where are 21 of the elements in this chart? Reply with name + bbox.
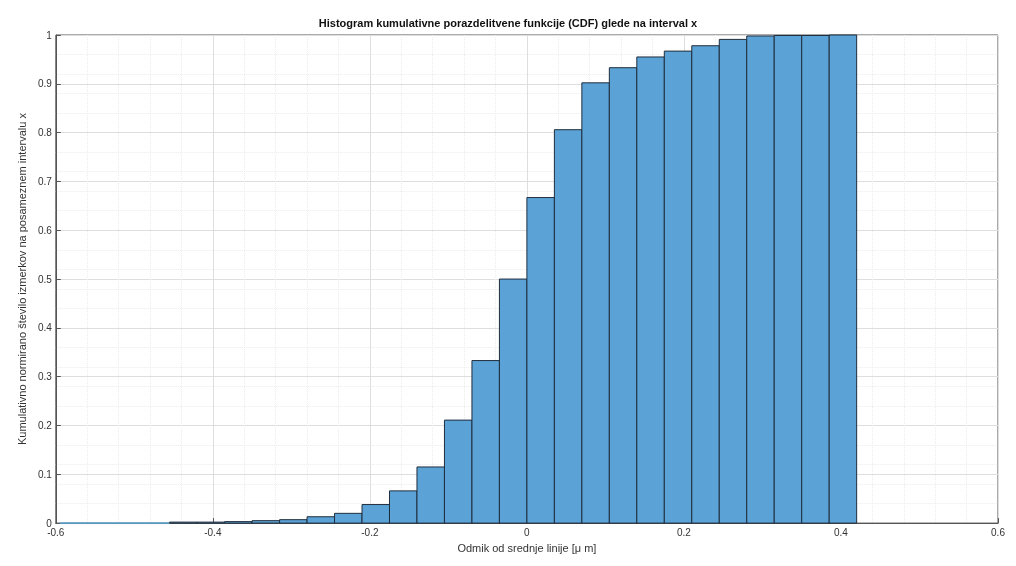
x-tick-label: 0: [524, 526, 531, 538]
y-tick-label: 0.6: [37, 224, 53, 236]
y-tick-label: 0.4: [37, 322, 53, 334]
x-tick-label: -0.4: [204, 526, 222, 538]
x-axis-title: Odmik od srednje linije [μ m]: [457, 541, 597, 554]
y-tick-label: 0.5: [37, 273, 53, 285]
y-tick-label: 0: [46, 517, 53, 529]
y-tick-label: 0.9: [37, 78, 53, 90]
y-tick-label: 0.1: [37, 468, 53, 480]
x-tick-label: 0.6: [991, 526, 1006, 538]
x-tick-label: 0.2: [676, 526, 692, 538]
chart-title: Histogram kumulativne porazdelitvene funkcije (CDF) glede na interval x: [318, 16, 699, 29]
y-tick-label: 1: [46, 29, 53, 41]
y-tick-label: 0.7: [37, 175, 53, 187]
y-tick-label: 0.8: [37, 127, 53, 139]
y-tick-label: 0.2: [37, 419, 53, 431]
y-tick-label: 0.3: [37, 371, 53, 383]
x-tick-label: -0.2: [361, 526, 379, 538]
x-tick-label: 0.4: [834, 526, 849, 538]
y-axis-title: Kumulativno normirano število izmerkov na posameznem intervalu x: [15, 112, 28, 446]
x-tick-label: -0.6: [47, 526, 65, 538]
